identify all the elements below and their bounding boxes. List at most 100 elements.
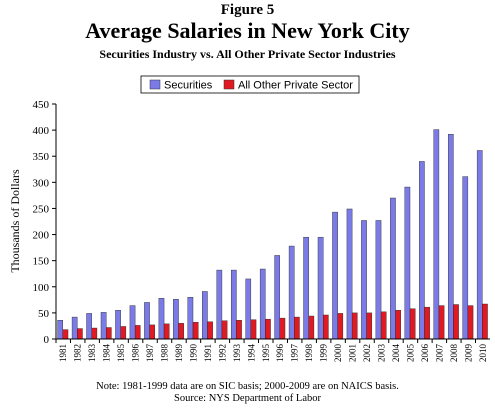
- bar-other-private: [294, 316, 300, 340]
- bar-securities: [187, 297, 194, 340]
- bar-other-private: [308, 315, 315, 340]
- bar-securities: [447, 134, 454, 340]
- bar-securities: [375, 220, 382, 340]
- bar-other-private: [250, 319, 257, 340]
- bar-other-private: [323, 314, 329, 340]
- x-tick-label: 2004: [391, 344, 401, 363]
- x-tick-label: 1989: [174, 344, 184, 363]
- y-tick-label: 100: [33, 282, 50, 294]
- x-tick-label: 2009: [463, 344, 473, 363]
- bar-other-private: [105, 327, 112, 340]
- y-tick-label: 0: [44, 334, 50, 346]
- bar-other-private: [77, 328, 83, 340]
- bar-securities: [433, 129, 440, 340]
- bar-other-private: [337, 313, 344, 340]
- chart-subtitle: Securities Industry vs. All Other Privat…: [99, 47, 396, 61]
- bar-securities: [115, 310, 121, 340]
- x-tick-label: 1994: [246, 344, 256, 363]
- x-tick-label: 2010: [478, 344, 488, 363]
- bar-other-private: [192, 322, 199, 340]
- bar-other-private: [134, 325, 141, 340]
- bar-securities: [173, 299, 179, 340]
- x-tick-label: 1981: [58, 344, 68, 362]
- x-tick-label: 2006: [420, 344, 430, 363]
- bar-securities: [462, 176, 469, 340]
- chart-title: Average Salaries in New York City: [85, 18, 409, 43]
- bar-other-private: [236, 320, 242, 340]
- bar-securities: [404, 186, 411, 340]
- bar-securities: [144, 302, 150, 340]
- x-tick-label: 2008: [449, 344, 459, 363]
- bar-securities: [419, 161, 425, 340]
- bar-other-private: [62, 329, 69, 340]
- bar-securities: [86, 313, 92, 340]
- x-tick-label: 1998: [304, 344, 314, 363]
- bar-other-private: [380, 311, 387, 340]
- bar-securities: [230, 269, 237, 340]
- legend-box: [140, 75, 360, 94]
- x-tick-label: 1985: [116, 344, 126, 363]
- legend-swatch-securities: [149, 79, 161, 90]
- x-tick-label: 1986: [131, 344, 141, 363]
- bar-securities: [100, 312, 107, 340]
- y-tick-label: 150: [33, 256, 50, 268]
- figure-label: Figure 5: [221, 2, 274, 18]
- bar-securities: [317, 236, 324, 340]
- y-tick-label: 300: [33, 177, 50, 189]
- bar-other-private: [366, 312, 373, 340]
- bar-other-private: [207, 321, 213, 340]
- x-tick-label: 1983: [87, 344, 97, 363]
- bar-other-private: [221, 320, 228, 340]
- bar-other-private: [265, 318, 271, 340]
- x-tick-label: 1982: [73, 344, 83, 362]
- x-tick-label: 1984: [102, 344, 112, 363]
- bar-other-private: [482, 303, 488, 340]
- x-tick-label: 2000: [333, 344, 343, 363]
- bar-other-private: [438, 305, 445, 340]
- bar-other-private: [149, 324, 156, 340]
- bar-securities: [245, 278, 252, 340]
- x-tick-label: 2005: [405, 344, 415, 363]
- legend-label-other: All Other Private Sector: [238, 80, 353, 92]
- x-tick-label: 2002: [362, 344, 372, 362]
- bar-securities: [274, 255, 280, 340]
- y-tick-label: 350: [33, 151, 50, 163]
- bar-securities: [71, 316, 78, 340]
- bar-other-private: [395, 310, 401, 340]
- bar-securities: [390, 197, 396, 340]
- bar-other-private: [178, 323, 184, 340]
- legend: Securities All Other Private Sector: [140, 75, 360, 94]
- x-tick-label: 2007: [434, 344, 444, 363]
- x-tick-label: 2001: [348, 344, 358, 362]
- bar-other-private: [453, 304, 459, 340]
- x-tick-label: 1992: [217, 344, 227, 362]
- x-tick-label: 1991: [203, 344, 213, 362]
- bar-securities: [332, 211, 338, 340]
- y-tick-label: 50: [38, 308, 50, 320]
- bar-other-private: [409, 308, 416, 340]
- legend-swatch-other: [223, 79, 235, 90]
- x-tick-label: 1993: [232, 344, 242, 363]
- bar-securities: [216, 269, 223, 340]
- bar-securities: [129, 305, 136, 340]
- bar-other-private: [351, 312, 358, 340]
- bar-other-private: [91, 327, 98, 340]
- bar-securities: [476, 150, 483, 340]
- x-tick-label: 1997: [290, 344, 300, 363]
- bar-other-private: [279, 317, 286, 340]
- bar-other-private: [467, 305, 474, 340]
- bar-other-private: [163, 323, 170, 340]
- bar-other-private: [424, 306, 430, 340]
- x-axis-ticks: 1981 1982 1983 1984 1985 1986 1987 1988 1989 1990…: [55, 339, 488, 363]
- x-tick-label: 2003: [377, 344, 387, 363]
- x-tick-label: 1988: [160, 344, 170, 363]
- footnote: Note: 1981-1999 data are on SIC basis; 2…: [96, 381, 399, 392]
- bar-securities: [202, 291, 208, 340]
- bar-securities: [288, 245, 295, 340]
- y-tick-label: 200: [33, 230, 50, 242]
- bar-securities: [361, 220, 367, 340]
- legend-label-securities: Securities: [164, 80, 213, 92]
- y-tick-label: 400: [33, 125, 50, 137]
- bar-securities: [158, 298, 165, 340]
